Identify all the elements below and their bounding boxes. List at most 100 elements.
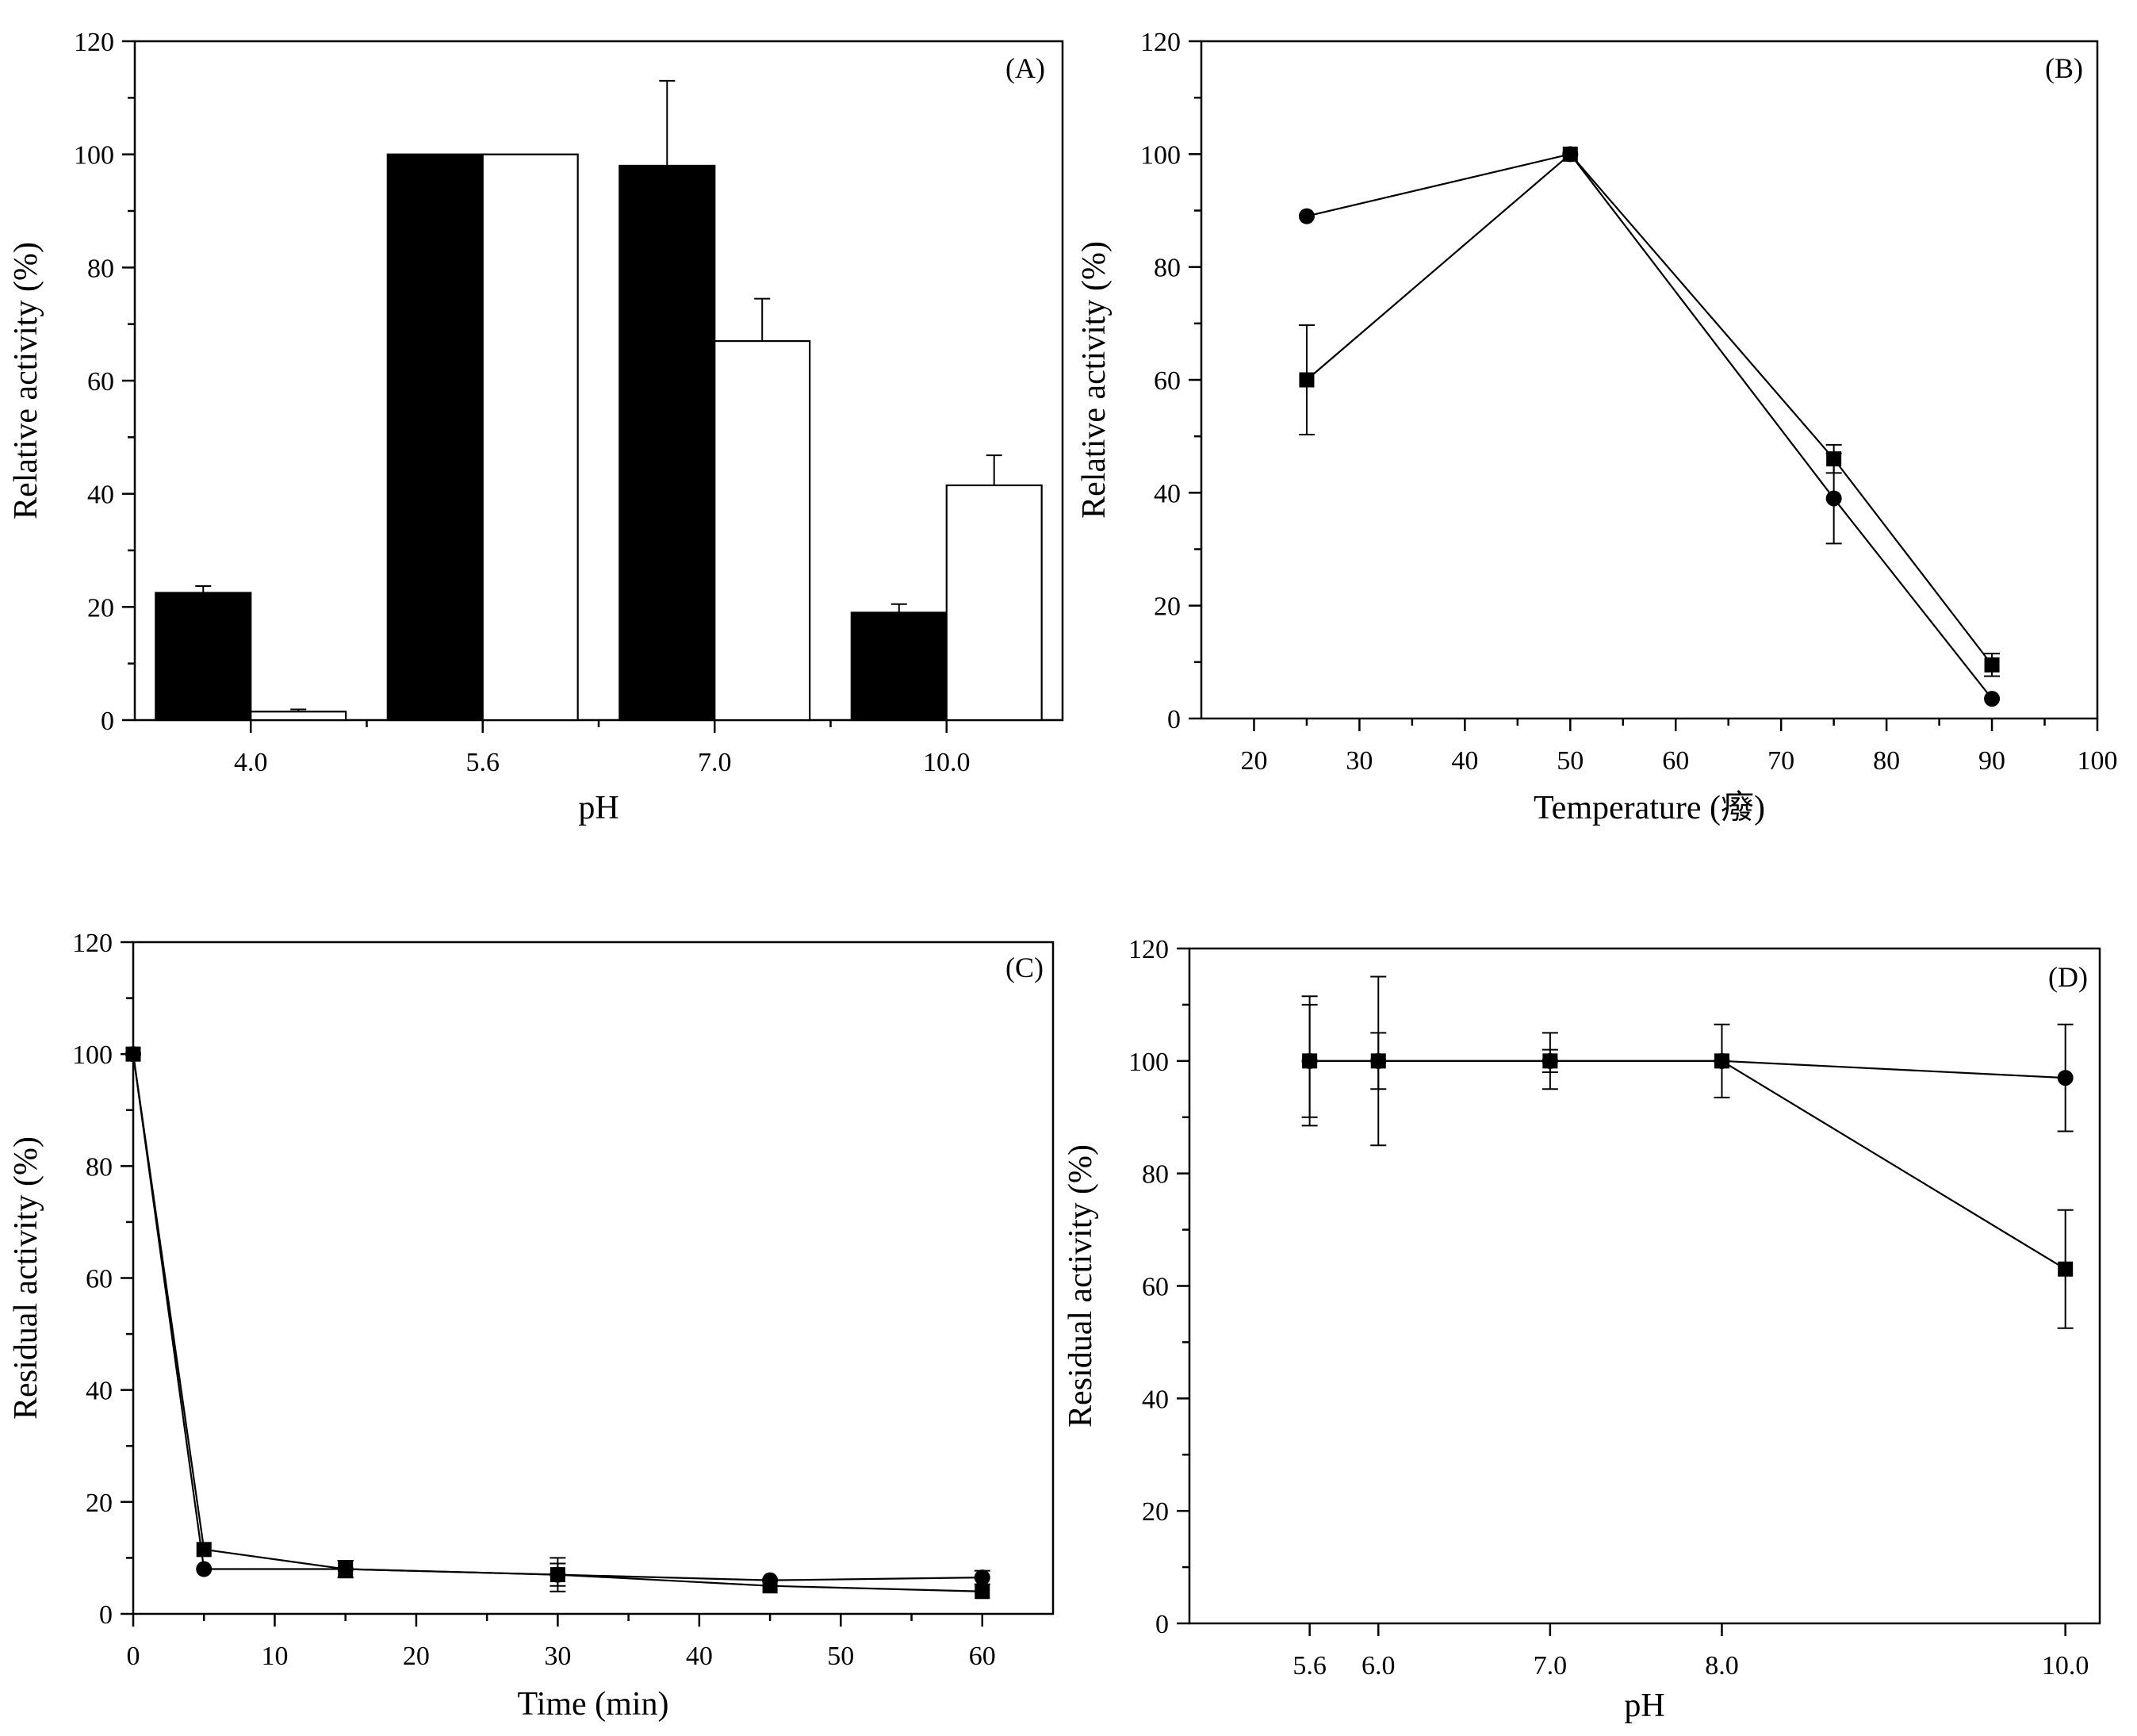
data-point-circle: [337, 1561, 354, 1577]
y-tick-label: 120: [72, 929, 113, 958]
y-tick-label: 20: [87, 593, 114, 623]
data-point-circle: [1825, 490, 1842, 507]
x-tick-label: 60: [969, 1642, 996, 1671]
y-tick-label: 100: [72, 1040, 113, 1070]
y-tick-label: 80: [86, 1152, 113, 1182]
plot-frame: [1188, 947, 2101, 1625]
x-axis-label: Time (min): [518, 1686, 669, 1723]
x-tick-label: 7.0: [1534, 1651, 1568, 1680]
data-point-circle: [1541, 1052, 1558, 1069]
x-axis-label: pH: [578, 790, 619, 826]
plot-frame: [132, 941, 1055, 1615]
panel-letter: (B): [2045, 52, 2083, 84]
data-point-circle: [1984, 691, 2001, 707]
y-tick-label: 0: [1155, 1610, 1169, 1639]
panel-b-temperature-chart: 0 20 40 60 80 100 120 Relative activity (%) Temp…: [1076, 28, 2118, 826]
y-tick-label: 120: [1140, 28, 1181, 57]
x-tick-label: 90: [1978, 746, 2005, 776]
y-tick-label: 0: [101, 707, 114, 736]
series-line-square: [1306, 152, 1993, 666]
bar: [386, 153, 484, 722]
y-tick-label: 120: [74, 28, 114, 57]
x-tick-label: 10.0: [2042, 1651, 2089, 1680]
y-tick-label: 80: [87, 254, 114, 283]
data-point-circle: [762, 1572, 779, 1588]
y-tick-label: 120: [1128, 935, 1169, 964]
x-tick-label: 5.6: [1293, 1651, 1327, 1680]
x-tick-label: 10: [261, 1642, 288, 1671]
bar: [481, 153, 579, 722]
x-tick-label: 50: [827, 1642, 854, 1671]
data-point-circle: [550, 1566, 566, 1583]
bar: [714, 339, 811, 722]
bar: [850, 611, 948, 722]
series-line-square: [1309, 1060, 2066, 1270]
plot-frame: [1200, 40, 2099, 720]
x-tick-label: 6.0: [1361, 1651, 1396, 1680]
x-tick-label: 50: [1557, 746, 1584, 776]
x-tick-label: 30: [1346, 746, 1373, 776]
bar: [155, 592, 252, 722]
x-tick-label: 40: [686, 1642, 713, 1671]
data-point-square: [196, 1542, 212, 1558]
x-tick-label: 20: [1240, 746, 1267, 776]
x-tick-label: 100: [2078, 746, 2118, 776]
y-tick-label: 80: [1154, 254, 1181, 283]
data-point-circle: [196, 1561, 213, 1577]
x-tick-label: 4.0: [234, 748, 268, 777]
panel-letter: (D): [2048, 961, 2088, 993]
x-tick-label: 7.0: [698, 748, 732, 777]
y-tick-label: 60: [87, 367, 114, 397]
y-tick-label: 100: [1140, 140, 1181, 170]
x-tick-label: 5.6: [466, 748, 500, 777]
x-axis-label: Temperature (癈): [1534, 789, 1765, 826]
x-tick-label: 8.0: [1705, 1651, 1739, 1680]
x-tick-label: 10.0: [923, 748, 971, 777]
x-tick-label: 80: [1873, 746, 1900, 776]
y-tick-label: 20: [86, 1489, 113, 1518]
x-tick-label: 60: [1662, 746, 1689, 776]
x-tick-label: 20: [403, 1642, 430, 1671]
data-point-circle: [974, 1569, 990, 1586]
y-axis-label: Relative activity (%): [8, 242, 44, 519]
y-tick-label: 40: [1154, 479, 1181, 508]
y-axis-label: Residual activity (%): [1063, 1144, 1099, 1428]
data-point-circle: [1301, 1052, 1318, 1069]
y-tick-label: 60: [1154, 366, 1181, 396]
x-axis-label: pH: [1624, 1688, 1664, 1724]
y-axis-label: Relative activity (%): [1076, 241, 1113, 519]
panel-a-bar-chart: 0 20 40 60 80 100 120 Relative activity (%) pH (A…: [8, 28, 1064, 826]
data-point-circle: [2057, 1070, 2074, 1086]
series-line-circle: [132, 1054, 982, 1581]
data-point-square: [2058, 1261, 2074, 1277]
y-tick-label: 0: [1167, 705, 1181, 734]
data-point-circle: [1714, 1052, 1730, 1069]
x-tick-label: 30: [544, 1642, 571, 1671]
y-tick-label: 100: [1128, 1048, 1169, 1077]
y-tick-label: 40: [86, 1377, 113, 1406]
panel-letter: (A): [1005, 52, 1045, 84]
bar: [250, 711, 347, 722]
y-tick-label: 20: [1154, 592, 1181, 622]
series-line-circle: [1309, 1060, 2066, 1079]
data-point-square: [975, 1584, 990, 1600]
data-point-square: [1984, 657, 2000, 673]
data-point-circle: [1370, 1052, 1387, 1069]
data-point-circle: [1562, 146, 1579, 163]
y-tick-label: 60: [1142, 1273, 1169, 1302]
y-tick-label: 40: [87, 481, 114, 510]
bar: [619, 164, 716, 722]
data-point-circle: [125, 1046, 141, 1063]
panel-letter: (C): [1005, 952, 1044, 983]
data-point-circle: [1298, 208, 1315, 224]
y-tick-label: 80: [1142, 1160, 1169, 1190]
x-tick-label: 40: [1451, 746, 1478, 776]
y-tick-label: 20: [1142, 1497, 1169, 1527]
y-tick-label: 100: [74, 141, 114, 171]
x-tick-label: 0: [127, 1642, 140, 1671]
series-line-square: [132, 1054, 982, 1592]
x-tick-label: 70: [1767, 746, 1794, 776]
series-line-circle: [1306, 153, 1993, 699]
